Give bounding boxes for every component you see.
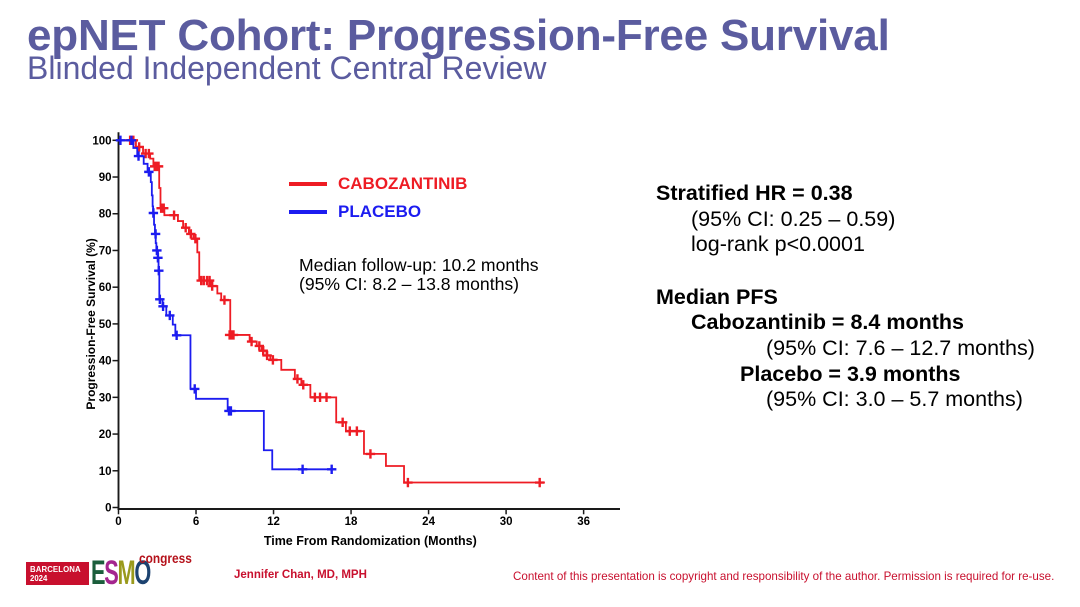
x-tick-label: 0 [115,516,121,528]
stat-median-pfs-placebo: Placebo = 3.9 months [740,361,961,386]
x-tick-label: 24 [422,516,435,528]
median-followup-line1: Median follow-up: 10.2 months [299,255,539,275]
esmo-letter-m: M [117,554,135,592]
copyright-notice: Content of this presentation is copyrigh… [513,570,1055,583]
esmo-letter-o: O [134,554,151,592]
median-followup-annotation: Median follow-up: 10.2 months (95% CI: 8… [299,256,539,293]
y-tick-label: 10 [99,466,112,478]
stat-hr-ci: (95% CI: 0.25 – 0.59) [691,206,896,231]
stat-cabozantinib-ci: (95% CI: 7.6 – 12.7 months) [766,335,1035,360]
chart-legend: CABOZANTINIB PLACEBO [289,170,467,226]
y-tick-label: 100 [92,135,111,147]
censor-marks-placebo [115,135,337,475]
slide-subtitle: Blinded Independent Central Review [27,50,547,86]
badge-city: BARCELONA [30,564,81,574]
stat-logrank-p: log-rank p<0.0001 [691,232,865,257]
placebo-line-swatch [289,209,327,215]
y-axis-title: Progression-Free Survival (%) [84,238,98,409]
median-followup-line2: (95% CI: 8.2 – 13.8 months) [299,273,520,294]
esmo-wordmark: ESMO [91,556,151,590]
stats-block: Stratified HR = 0.38 (95% CI: 0.25 – 0.5… [656,181,1035,413]
barcelona-2024-badge: BARCELONA 2024 [26,562,89,585]
y-tick-label: 30 [99,392,112,404]
placebo-legend-label: PLACEBO [338,202,422,221]
y-tick-label: 90 [99,172,112,184]
slide-title: epNET Cohort: Progression-Free Survival [27,11,890,60]
stat-median-pfs-header: Median PFS [656,284,778,309]
stat-placebo-ci: (95% CI: 3.0 – 5.7 months) [766,387,1023,412]
congress-wordmark: congress [139,550,192,566]
km-survival-chart: 0 10 20 30 40 50 60 70 80 90 100 0 6 12 18 24 30 36 Progre… [84,132,620,548]
y-tick-label: 70 [99,245,112,257]
stat-stratified-hr: Stratified HR = 0.38 [656,181,853,205]
x-tick-label: 30 [500,516,513,528]
y-tick-label: 80 [99,209,112,221]
cabozantinib-legend-label: CABOZANTINIB [338,174,468,193]
x-tick-label: 12 [267,516,280,528]
y-tick-label: 20 [99,429,112,441]
y-tick-label: 0 [105,503,111,515]
presenter-name: Jennifer Chan, MD, MPH [234,569,367,581]
cabozantinib-line-swatch [289,181,327,187]
y-tick-label: 50 [99,319,112,331]
esmo-letter-e: E [91,554,106,592]
legend-row-cabozantinib: CABOZANTINIB [289,170,467,198]
y-tick-label: 60 [99,282,112,294]
y-tick-label: 40 [99,356,112,368]
esmo-letter-s: S [104,554,119,592]
badge-year: 2024 [30,574,48,584]
x-tick-label: 18 [345,516,358,528]
x-axis-title: Time From Randomization (Months) [264,534,477,548]
stat-median-pfs-cabozantinib: Cabozantinib = 8.4 months [691,310,964,335]
x-tick-label: 6 [193,516,199,528]
stats-gap [656,258,1035,285]
legend-row-placebo: PLACEBO [289,198,467,226]
x-tick-label: 36 [577,516,590,528]
